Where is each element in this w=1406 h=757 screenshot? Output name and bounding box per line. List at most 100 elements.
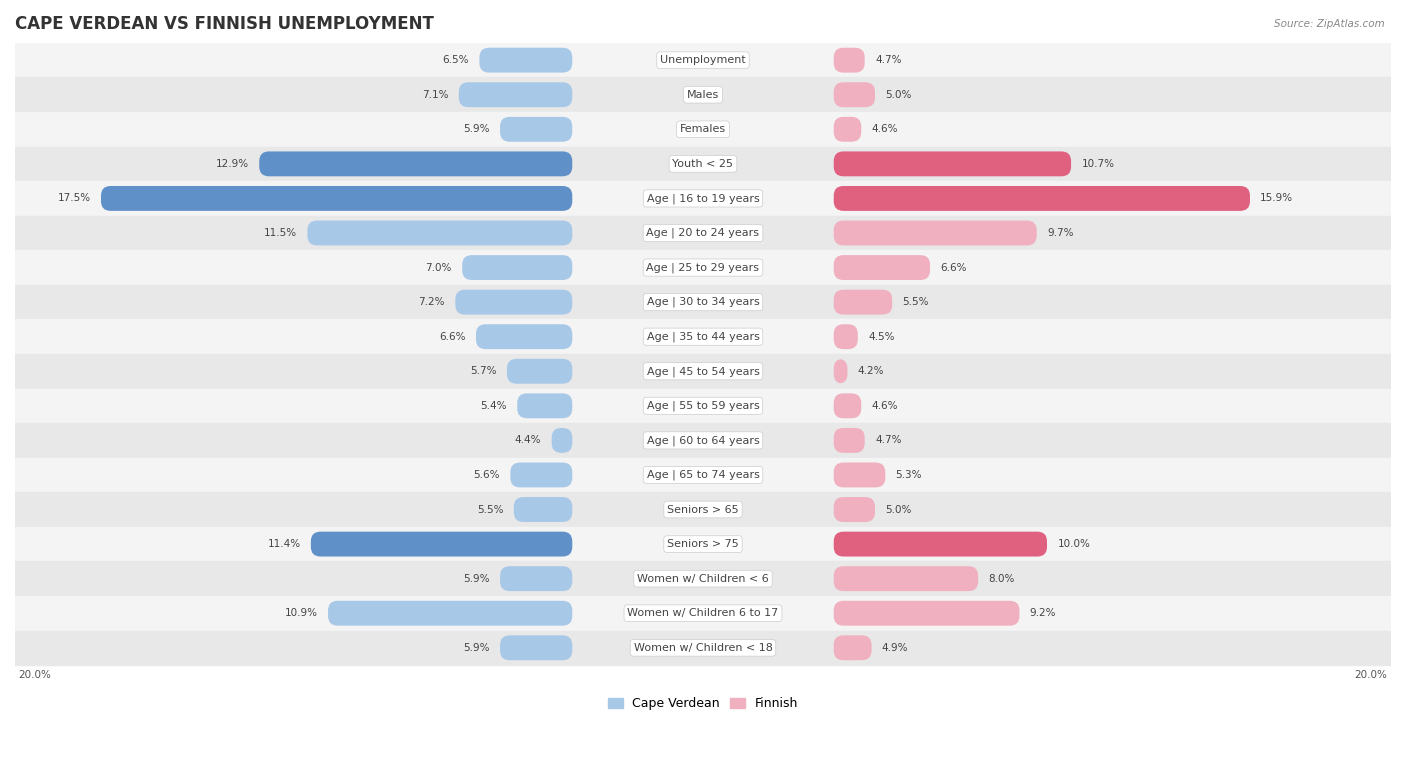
Text: 4.5%: 4.5% bbox=[868, 332, 894, 341]
Text: 20.0%: 20.0% bbox=[18, 670, 51, 680]
Bar bbox=[15, 77, 1391, 112]
Bar bbox=[15, 596, 1391, 631]
Text: Seniors > 75: Seniors > 75 bbox=[666, 539, 740, 549]
Text: Youth < 25: Youth < 25 bbox=[672, 159, 734, 169]
Text: Females: Females bbox=[681, 124, 725, 134]
Text: 15.9%: 15.9% bbox=[1260, 194, 1294, 204]
FancyBboxPatch shape bbox=[501, 117, 572, 142]
FancyBboxPatch shape bbox=[101, 186, 572, 211]
FancyBboxPatch shape bbox=[311, 531, 572, 556]
FancyBboxPatch shape bbox=[834, 151, 1071, 176]
FancyBboxPatch shape bbox=[834, 428, 865, 453]
FancyBboxPatch shape bbox=[508, 359, 572, 384]
Text: 4.7%: 4.7% bbox=[875, 435, 901, 445]
Text: 5.9%: 5.9% bbox=[463, 574, 489, 584]
Bar bbox=[15, 181, 1391, 216]
FancyBboxPatch shape bbox=[834, 635, 872, 660]
FancyBboxPatch shape bbox=[551, 428, 572, 453]
Bar bbox=[15, 147, 1391, 181]
FancyBboxPatch shape bbox=[834, 83, 875, 107]
Text: 8.0%: 8.0% bbox=[988, 574, 1015, 584]
Text: Age | 20 to 24 years: Age | 20 to 24 years bbox=[647, 228, 759, 238]
Bar bbox=[15, 562, 1391, 596]
FancyBboxPatch shape bbox=[834, 255, 929, 280]
Text: Seniors > 65: Seniors > 65 bbox=[668, 504, 738, 515]
Text: 4.2%: 4.2% bbox=[858, 366, 884, 376]
Text: Women w/ Children 6 to 17: Women w/ Children 6 to 17 bbox=[627, 608, 779, 618]
Text: 7.0%: 7.0% bbox=[426, 263, 451, 273]
FancyBboxPatch shape bbox=[479, 48, 572, 73]
Bar bbox=[15, 423, 1391, 458]
FancyBboxPatch shape bbox=[513, 497, 572, 522]
FancyBboxPatch shape bbox=[834, 531, 1047, 556]
Text: 5.3%: 5.3% bbox=[896, 470, 922, 480]
Text: Women w/ Children < 6: Women w/ Children < 6 bbox=[637, 574, 769, 584]
FancyBboxPatch shape bbox=[308, 220, 572, 245]
Text: 5.9%: 5.9% bbox=[463, 124, 489, 134]
Text: 20.0%: 20.0% bbox=[1355, 670, 1388, 680]
FancyBboxPatch shape bbox=[834, 601, 1019, 626]
Text: Males: Males bbox=[688, 90, 718, 100]
FancyBboxPatch shape bbox=[834, 566, 979, 591]
Bar bbox=[15, 285, 1391, 319]
FancyBboxPatch shape bbox=[834, 48, 865, 73]
Bar bbox=[15, 112, 1391, 147]
Bar bbox=[15, 527, 1391, 562]
Bar bbox=[15, 388, 1391, 423]
Text: 17.5%: 17.5% bbox=[58, 194, 90, 204]
Text: 4.4%: 4.4% bbox=[515, 435, 541, 445]
Text: 6.5%: 6.5% bbox=[443, 55, 470, 65]
Text: 4.6%: 4.6% bbox=[872, 400, 898, 411]
Text: 5.0%: 5.0% bbox=[886, 504, 911, 515]
Text: 7.1%: 7.1% bbox=[422, 90, 449, 100]
Text: Age | 60 to 64 years: Age | 60 to 64 years bbox=[647, 435, 759, 446]
Text: 10.0%: 10.0% bbox=[1057, 539, 1090, 549]
Text: 11.4%: 11.4% bbox=[267, 539, 301, 549]
Text: Age | 35 to 44 years: Age | 35 to 44 years bbox=[647, 332, 759, 342]
FancyBboxPatch shape bbox=[458, 83, 572, 107]
FancyBboxPatch shape bbox=[834, 117, 862, 142]
Bar bbox=[15, 354, 1391, 388]
Text: 5.0%: 5.0% bbox=[886, 90, 911, 100]
Text: Age | 55 to 59 years: Age | 55 to 59 years bbox=[647, 400, 759, 411]
Text: CAPE VERDEAN VS FINNISH UNEMPLOYMENT: CAPE VERDEAN VS FINNISH UNEMPLOYMENT bbox=[15, 15, 434, 33]
Text: 5.5%: 5.5% bbox=[477, 504, 503, 515]
Bar bbox=[15, 251, 1391, 285]
Bar bbox=[15, 492, 1391, 527]
FancyBboxPatch shape bbox=[501, 566, 572, 591]
Bar bbox=[15, 631, 1391, 665]
Text: Source: ZipAtlas.com: Source: ZipAtlas.com bbox=[1274, 19, 1385, 29]
FancyBboxPatch shape bbox=[834, 359, 848, 384]
Text: 5.9%: 5.9% bbox=[463, 643, 489, 653]
FancyBboxPatch shape bbox=[834, 497, 875, 522]
FancyBboxPatch shape bbox=[501, 635, 572, 660]
Bar bbox=[15, 216, 1391, 251]
Text: Age | 25 to 29 years: Age | 25 to 29 years bbox=[647, 263, 759, 273]
FancyBboxPatch shape bbox=[463, 255, 572, 280]
FancyBboxPatch shape bbox=[259, 151, 572, 176]
Text: 9.7%: 9.7% bbox=[1047, 228, 1074, 238]
Text: 4.6%: 4.6% bbox=[872, 124, 898, 134]
Text: 6.6%: 6.6% bbox=[439, 332, 465, 341]
Text: 10.7%: 10.7% bbox=[1081, 159, 1115, 169]
Bar bbox=[15, 43, 1391, 77]
Text: Age | 30 to 34 years: Age | 30 to 34 years bbox=[647, 297, 759, 307]
FancyBboxPatch shape bbox=[834, 220, 1036, 245]
Text: Unemployment: Unemployment bbox=[661, 55, 745, 65]
FancyBboxPatch shape bbox=[456, 290, 572, 315]
Text: 12.9%: 12.9% bbox=[215, 159, 249, 169]
Text: 10.9%: 10.9% bbox=[285, 608, 318, 618]
FancyBboxPatch shape bbox=[834, 290, 893, 315]
Text: 6.6%: 6.6% bbox=[941, 263, 967, 273]
Bar bbox=[15, 458, 1391, 492]
Text: 7.2%: 7.2% bbox=[419, 298, 446, 307]
Text: 4.9%: 4.9% bbox=[882, 643, 908, 653]
Text: Age | 65 to 74 years: Age | 65 to 74 years bbox=[647, 469, 759, 480]
FancyBboxPatch shape bbox=[834, 186, 1250, 211]
FancyBboxPatch shape bbox=[517, 394, 572, 419]
Text: 4.7%: 4.7% bbox=[875, 55, 901, 65]
FancyBboxPatch shape bbox=[477, 324, 572, 349]
Text: 5.4%: 5.4% bbox=[481, 400, 508, 411]
Text: 5.7%: 5.7% bbox=[470, 366, 496, 376]
FancyBboxPatch shape bbox=[328, 601, 572, 626]
